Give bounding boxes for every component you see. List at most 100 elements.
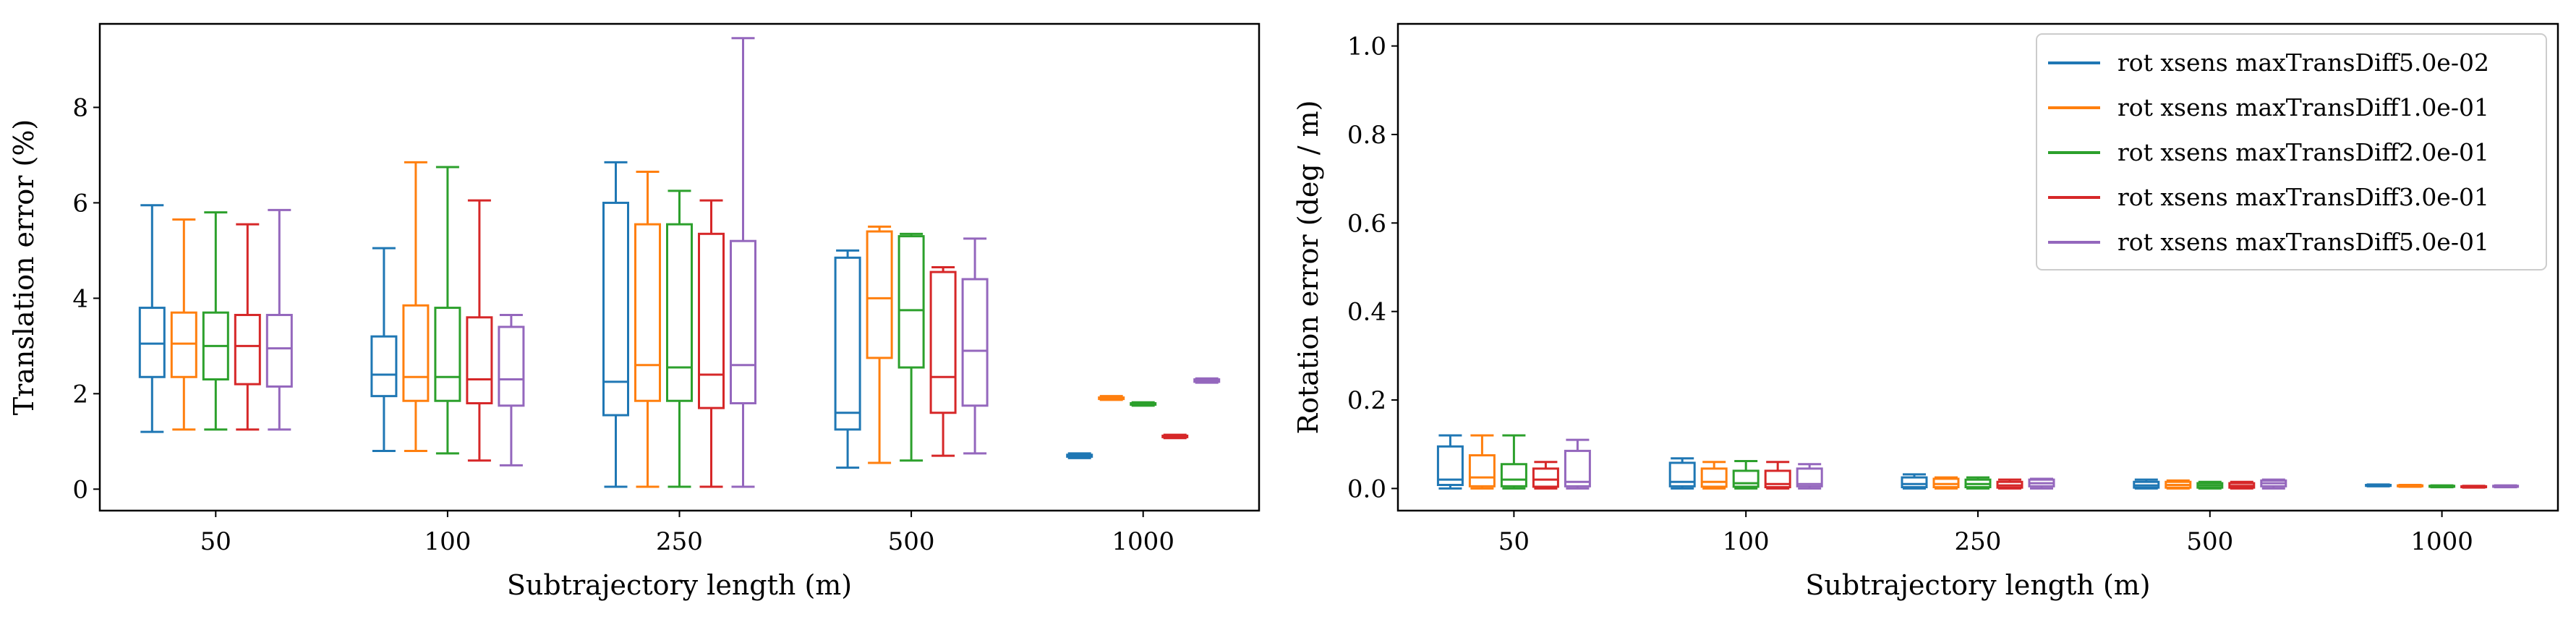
- y-tick-label: 0.0: [1347, 474, 1386, 503]
- box-1000-series-3: [1130, 401, 1157, 407]
- box-body: [897, 235, 925, 369]
- box-body: [1468, 454, 1496, 487]
- x-tick-label: 50: [1498, 527, 1530, 556]
- x-tick-label: 50: [200, 527, 231, 556]
- box-body: [138, 307, 166, 378]
- x-tick-label: 100: [1723, 527, 1770, 556]
- box-50-series-5: [1564, 438, 1591, 490]
- box-body: [866, 230, 893, 359]
- legend-label-2: rot xsens maxTransDiff1.0e-01: [2117, 93, 2489, 122]
- box-body: [370, 335, 398, 398]
- box-100-series-2: [402, 161, 430, 453]
- box-50-series-3: [1500, 434, 1527, 490]
- box-50-series-2: [1468, 434, 1496, 490]
- box-250-series-5: [2028, 477, 2055, 490]
- box-1000-series-1: [2365, 483, 2392, 487]
- legend-label-5: rot xsens maxTransDiff5.0e-01: [2117, 228, 2489, 256]
- box-body: [634, 223, 661, 402]
- box-50-series-2: [170, 218, 197, 431]
- x-axis-label: Subtrajectory length (m): [1805, 569, 2150, 601]
- box-100-series-4: [1764, 461, 1791, 490]
- box-body: [402, 304, 430, 402]
- box-body: [1532, 467, 1559, 488]
- box-body: [170, 311, 197, 378]
- y-tick-label: 0.8: [1347, 121, 1386, 150]
- box-body: [1732, 469, 1760, 488]
- y-tick-label: 0.2: [1347, 386, 1386, 415]
- translation-error-panel: 0 2 4 6 8 50 100 250 500 1000 Subtrajectory length…: [8, 22, 1261, 601]
- box-250-series-4: [698, 199, 725, 488]
- legend-label-3: rot xsens maxTransDiff2.0e-01: [2117, 138, 2489, 166]
- legend-frame: [2036, 33, 2547, 270]
- x-tick-label: 500: [2186, 527, 2233, 556]
- box-500-series-2: [866, 225, 893, 464]
- box-500-series-1: [2133, 478, 2160, 490]
- x-tick-label: 250: [656, 527, 703, 556]
- y-tick-label: 2: [72, 380, 88, 409]
- box-100-series-3: [1732, 459, 1760, 490]
- y-tick-label: 8: [72, 93, 88, 122]
- box-100-series-3: [434, 166, 461, 455]
- box-500-series-4: [929, 266, 957, 457]
- box-body: [234, 313, 261, 385]
- box-100-series-2: [1700, 461, 1728, 490]
- box-1000-series-5: [2492, 484, 2520, 489]
- rotation-error-panel: 0.0 0.2 0.4 0.6 0.8 1.0 50 100 250 500 1000 Subtraj…: [1292, 22, 2559, 601]
- y-tick-label: 0.6: [1347, 209, 1386, 238]
- box-1000-series-2: [1098, 395, 1125, 401]
- x-tick-label: 1000: [1112, 527, 1174, 556]
- box-250-series-4: [1996, 478, 2023, 490]
- box-body: [466, 316, 493, 405]
- box-body: [1564, 449, 1591, 487]
- box-1000-series-3: [2428, 484, 2456, 489]
- box-250-series-5: [730, 37, 756, 488]
- box-1000-series-1: [1066, 452, 1093, 459]
- box-body: [1436, 445, 1464, 487]
- box-body: [961, 278, 989, 407]
- y-axis-label: Translation error (%): [8, 119, 40, 416]
- box-body: [929, 270, 957, 414]
- legend-label-1: rot xsens maxTransDiff5.0e-02: [2117, 48, 2489, 77]
- box-500-series-1: [834, 249, 861, 469]
- box-50-series-1: [138, 204, 166, 433]
- box-body: [434, 307, 461, 402]
- box-body: [1500, 463, 1527, 487]
- box-100-series-5: [1796, 463, 1823, 490]
- box-1000-series-4: [2460, 485, 2488, 489]
- box-body: [698, 232, 725, 409]
- box-100-series-1: [370, 247, 398, 453]
- box-250-series-1: [1901, 473, 1928, 490]
- box-250-series-3: [666, 189, 693, 488]
- box-500-series-5: [2260, 478, 2287, 490]
- legend: rot xsens maxTransDiff5.0e-02 rot xsens m…: [2036, 33, 2547, 270]
- y-tick-label: 1.0: [1347, 33, 1386, 61]
- box-body: [265, 313, 293, 388]
- box-body: [1668, 461, 1696, 487]
- box-250-series-1: [602, 161, 629, 488]
- y-tick-label: 0.4: [1347, 298, 1386, 327]
- box-50-series-5: [265, 208, 293, 431]
- box-500-series-3: [897, 232, 925, 462]
- box-1000-series-5: [1193, 377, 1221, 384]
- box-50-series-1: [1436, 434, 1464, 490]
- box-50-series-4: [1532, 461, 1559, 490]
- box-50-series-3: [202, 211, 229, 431]
- box-500-series-2: [2165, 479, 2192, 490]
- box-250-series-3: [1964, 476, 1992, 490]
- box-500-series-4: [2228, 480, 2256, 490]
- x-tick-label: 1000: [2410, 527, 2473, 556]
- box-body: [1796, 467, 1823, 487]
- box-body: [1932, 477, 1960, 489]
- box-body: [498, 325, 525, 407]
- box-body: [834, 256, 861, 431]
- x-tick-label: 100: [424, 527, 471, 556]
- y-axis-label: Rotation error (deg / m): [1292, 101, 1324, 435]
- box-body: [602, 201, 629, 417]
- box-250-series-2: [634, 171, 661, 488]
- x-tick-label: 250: [1955, 527, 2002, 556]
- y-tick-label: 4: [72, 284, 88, 313]
- x-axis-label: Subtrajectory length (m): [507, 569, 852, 601]
- box-1000-series-2: [2397, 484, 2424, 488]
- y-tick-label: 6: [72, 189, 88, 218]
